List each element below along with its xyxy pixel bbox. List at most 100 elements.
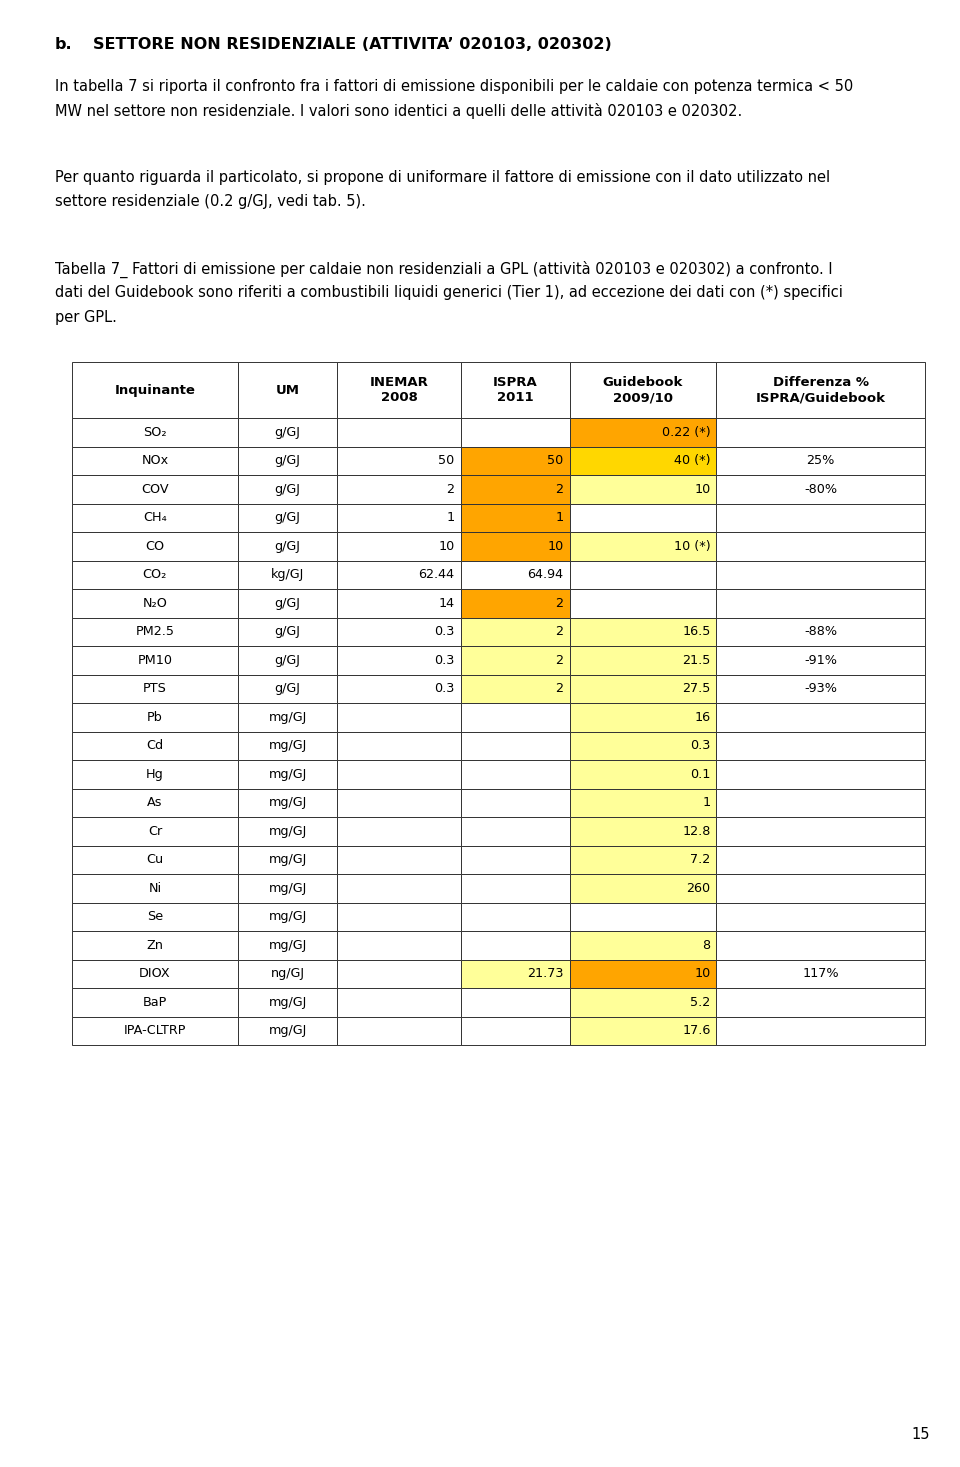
Text: 1: 1: [446, 512, 455, 524]
Bar: [72, 560, 238, 590]
Bar: [72, 845, 238, 874]
Bar: [72, 703, 238, 732]
Bar: [716, 703, 925, 732]
Text: 27.5: 27.5: [683, 682, 710, 695]
Text: g/GJ: g/GJ: [275, 682, 300, 695]
Bar: [238, 959, 337, 989]
Text: Cd: Cd: [146, 739, 163, 753]
Bar: [716, 845, 925, 874]
Text: 10: 10: [439, 540, 455, 553]
Text: Se: Se: [147, 911, 163, 923]
Text: N₂O: N₂O: [142, 597, 167, 610]
Bar: [569, 418, 716, 446]
Text: CO: CO: [145, 540, 164, 553]
Text: 5.2: 5.2: [690, 996, 710, 1009]
Text: 2: 2: [446, 483, 455, 496]
Bar: [461, 503, 569, 533]
Text: 50: 50: [439, 455, 455, 468]
Bar: [337, 590, 461, 618]
Text: CO₂: CO₂: [143, 568, 167, 581]
Text: 21.5: 21.5: [683, 654, 710, 667]
Bar: [238, 560, 337, 590]
Text: -93%: -93%: [804, 682, 837, 695]
Bar: [569, 618, 716, 645]
Bar: [238, 902, 337, 932]
Text: CH₄: CH₄: [143, 512, 167, 524]
Bar: [461, 874, 569, 902]
Text: SO₂: SO₂: [143, 425, 167, 439]
Bar: [72, 902, 238, 932]
Bar: [716, 1017, 925, 1045]
Text: DIOX: DIOX: [139, 967, 171, 980]
Bar: [337, 618, 461, 645]
Bar: [337, 817, 461, 845]
Text: 2: 2: [556, 483, 564, 496]
Bar: [238, 618, 337, 645]
Bar: [72, 959, 238, 989]
Bar: [337, 560, 461, 590]
Bar: [461, 789, 569, 817]
Bar: [716, 959, 925, 989]
Bar: [238, 989, 337, 1017]
Bar: [72, 618, 238, 645]
Text: Pb: Pb: [147, 711, 163, 723]
Text: INEMAR
2008: INEMAR 2008: [370, 377, 428, 405]
Text: -91%: -91%: [804, 654, 837, 667]
Text: Ni: Ni: [149, 882, 161, 895]
Bar: [72, 418, 238, 446]
Bar: [337, 989, 461, 1017]
Bar: [716, 874, 925, 902]
Bar: [337, 789, 461, 817]
Text: ISPRA
2011: ISPRA 2011: [492, 377, 538, 405]
Bar: [337, 902, 461, 932]
Bar: [716, 533, 925, 560]
Bar: [337, 362, 461, 418]
Text: mg/GJ: mg/GJ: [269, 739, 307, 753]
Bar: [337, 475, 461, 503]
Bar: [569, 760, 716, 789]
Bar: [72, 874, 238, 902]
Text: mg/GJ: mg/GJ: [269, 939, 307, 952]
Bar: [716, 418, 925, 446]
Bar: [72, 989, 238, 1017]
Bar: [461, 989, 569, 1017]
Text: PM10: PM10: [137, 654, 173, 667]
Bar: [716, 902, 925, 932]
Text: Inquinante: Inquinante: [114, 384, 196, 396]
Bar: [569, 932, 716, 959]
Bar: [716, 645, 925, 675]
Bar: [72, 789, 238, 817]
Text: dati del Guidebook sono riferiti a combustibili liquidi generici (Tier 1), ad ec: dati del Guidebook sono riferiti a combu…: [55, 286, 843, 301]
Bar: [461, 703, 569, 732]
Text: Tabella 7_ Fattori di emissione per caldaie non residenziali a GPL (attività 020: Tabella 7_ Fattori di emissione per cald…: [55, 261, 832, 279]
Text: COV: COV: [141, 483, 169, 496]
Bar: [569, 446, 716, 475]
Bar: [461, 1017, 569, 1045]
Text: g/GJ: g/GJ: [275, 512, 300, 524]
Bar: [461, 732, 569, 760]
Text: NOx: NOx: [141, 455, 169, 468]
Text: As: As: [147, 797, 162, 810]
Bar: [716, 618, 925, 645]
Bar: [238, 845, 337, 874]
Bar: [569, 845, 716, 874]
Bar: [461, 533, 569, 560]
Text: mg/GJ: mg/GJ: [269, 882, 307, 895]
Bar: [72, 675, 238, 703]
Bar: [461, 817, 569, 845]
Bar: [716, 675, 925, 703]
Bar: [569, 789, 716, 817]
Bar: [716, 932, 925, 959]
Bar: [337, 732, 461, 760]
Bar: [716, 362, 925, 418]
Text: mg/GJ: mg/GJ: [269, 797, 307, 810]
Bar: [337, 418, 461, 446]
Text: Per quanto riguarda il particolato, si propone di uniformare il fattore di emiss: Per quanto riguarda il particolato, si p…: [55, 170, 830, 185]
Bar: [238, 418, 337, 446]
Bar: [337, 845, 461, 874]
Bar: [569, 703, 716, 732]
Bar: [569, 874, 716, 902]
Text: g/GJ: g/GJ: [275, 625, 300, 638]
Text: PM2.5: PM2.5: [135, 625, 175, 638]
Bar: [72, 932, 238, 959]
